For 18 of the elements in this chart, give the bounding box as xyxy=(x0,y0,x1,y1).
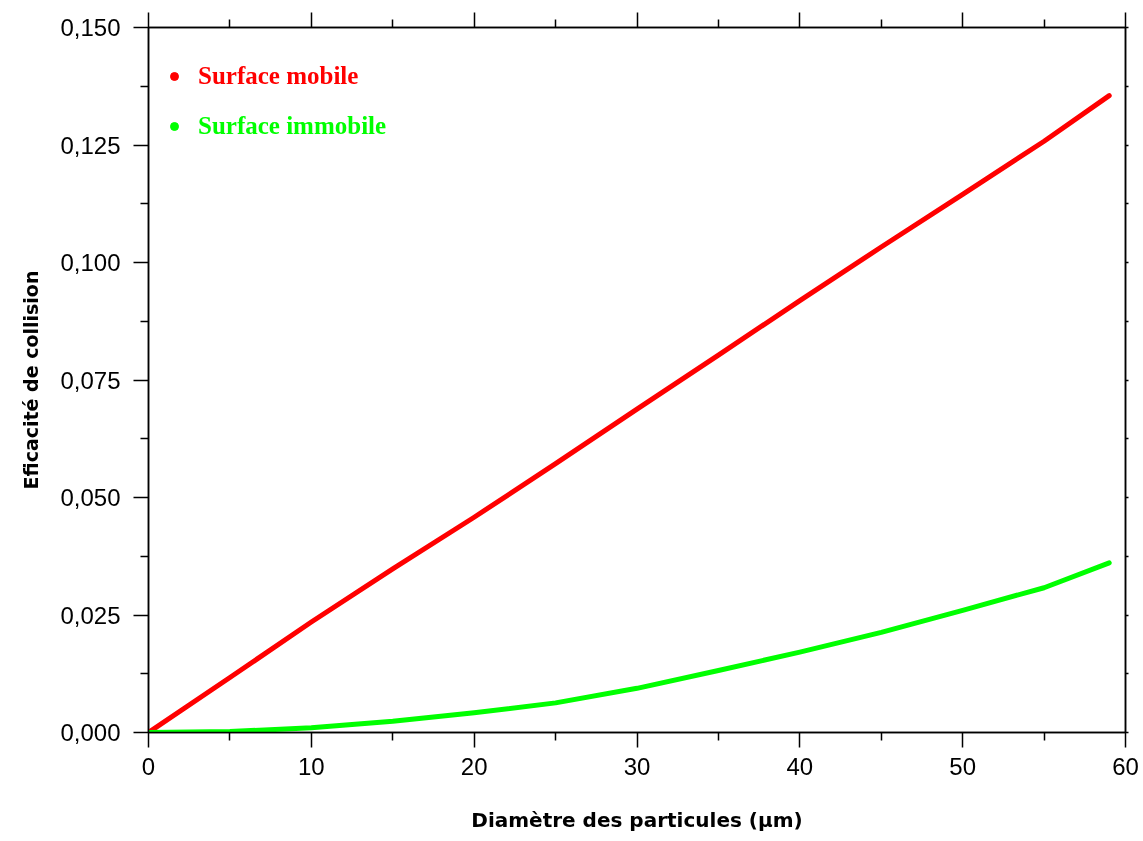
x-tick-label: 50 xyxy=(949,752,977,780)
y-tick-label: 0,075 xyxy=(60,366,121,394)
x-tick-label: 40 xyxy=(786,752,814,780)
y-tick-label: 0,050 xyxy=(60,484,121,511)
x-tick-label: 60 xyxy=(1112,752,1139,780)
legend-label: Surface immobile xyxy=(198,111,387,141)
y-tick-label: 0,025 xyxy=(60,601,121,629)
y-tick-label: 0,150 xyxy=(60,14,121,41)
y-tick-label: 0,100 xyxy=(60,249,121,276)
x-tick-label: 0 xyxy=(141,752,156,780)
y-tick-label: 0,000 xyxy=(60,719,121,746)
x-tick-label: 20 xyxy=(460,752,488,780)
x-tick-label: 30 xyxy=(623,752,651,780)
y-axis-title: Eficacité de collision xyxy=(20,270,43,490)
x-axis-title: Diamètre des particules (μm) xyxy=(471,807,803,832)
legend-label: Surface mobile xyxy=(198,61,359,91)
x-tick-label: 10 xyxy=(297,752,325,780)
y-tick-label: 0,125 xyxy=(60,131,121,159)
